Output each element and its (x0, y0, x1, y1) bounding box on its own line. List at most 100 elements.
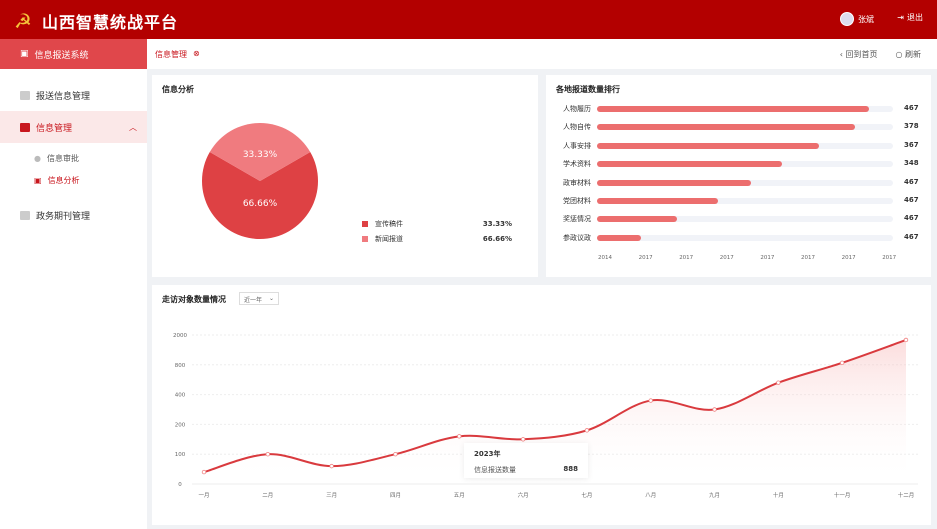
tooltip-label: 信息报送数量 (474, 466, 516, 474)
x-tick-label: 二月 (262, 492, 273, 499)
user-menu[interactable]: 张斌 (840, 12, 874, 26)
row-value: 378 (904, 122, 919, 131)
system-title[interactable]: ▣ 信息报送系统 (0, 39, 147, 69)
bar-track (597, 161, 893, 168)
line-card: 走访对象数量情况 近一年 ⌄ 0 100 200 400 800 2000 一月 二月 三月 四月 五… (152, 285, 931, 525)
logout-icon: ⇥ (897, 13, 904, 22)
pie-card: 信息分析 33.33% 66.66% 宣传稿件 33.33% 新闻报道 66.66% (152, 75, 538, 277)
row-value: 467 (904, 177, 919, 186)
data-point[interactable] (329, 463, 334, 469)
y-tick-label: 100 (175, 452, 186, 458)
data-point[interactable] (265, 451, 271, 457)
sidebar-item-label: 政务期刊管理 (36, 211, 91, 222)
row-label: 人物自传 (563, 123, 591, 132)
back-home-button[interactable]: ‹ 回到首页 (839, 50, 878, 59)
ranking-row: 学术资料 348 (546, 159, 931, 169)
row-label: 人物履历 (563, 105, 591, 113)
user-icon: ● (34, 153, 41, 163)
row-label: 参政议政 (563, 233, 591, 242)
ranking-row: 人事安排 367 (546, 141, 931, 151)
ranking-row: 党团材料 467 (546, 196, 931, 206)
data-point[interactable] (457, 434, 462, 439)
x-tick-label: 九月 (709, 491, 720, 499)
x-tick-label: 2017 (679, 255, 694, 261)
user-name: 张斌 (858, 14, 874, 24)
data-point[interactable] (201, 469, 207, 475)
x-tick-label: 2017 (760, 255, 775, 261)
sidebar-item-journal-management[interactable]: 政务期刊管理 (0, 199, 147, 231)
x-tick-label: 三月 (326, 492, 337, 499)
row-value: 467 (904, 232, 919, 241)
monitor-icon (20, 90, 30, 100)
refresh-label: 刷新 (905, 50, 921, 59)
x-tick-label: 一月 (198, 492, 209, 499)
close-icon[interactable]: ⊗ (193, 49, 200, 58)
data-point[interactable] (776, 380, 781, 385)
sidebar-subitem-analysis[interactable]: ▣ 信息分析 (0, 169, 147, 191)
chevron-up-icon: ︿ (129, 122, 137, 132)
avatar (840, 12, 854, 26)
tab-bar: 信息管理 ⊗ ‹ 回到首页 ○ 刷新 (147, 39, 937, 69)
tooltip-value: 888 (563, 465, 578, 473)
bar-track (597, 179, 893, 186)
card-title: 走访对象数量情况 (162, 295, 226, 304)
bar-fill (597, 198, 719, 204)
sidebar-item-label: 信息管理 (36, 123, 73, 134)
area-fill (204, 339, 906, 484)
y-tick-label: 400 (175, 393, 186, 399)
sidebar-subitem-approval[interactable]: ● 信息审批 (0, 147, 147, 169)
chevron-down-icon: ⌄ (268, 295, 274, 302)
data-point[interactable] (839, 360, 845, 366)
ranking-row: 参政议政 467 (546, 233, 931, 243)
bar-fill (597, 216, 677, 223)
period-select[interactable]: 近一年 ⌄ (239, 292, 279, 305)
x-tick-label: 四月 (390, 492, 401, 499)
x-tick-label: 2017 (841, 255, 856, 261)
sidebar-item-label: 信息分析 (47, 175, 80, 185)
app-title: 山西智慧统战平台 (42, 13, 179, 32)
legend-value: 33.33% (482, 220, 512, 228)
inbox-icon: ▣ (20, 49, 29, 59)
card-title: 各地报道数量排行 (556, 85, 620, 94)
party-emblem-icon: ☭ (14, 9, 32, 33)
data-point[interactable] (584, 428, 590, 433)
y-tick-label: 800 (175, 363, 186, 369)
y-tick-label: 200 (175, 422, 186, 428)
ranking-row: 人物自传 378 (546, 122, 931, 132)
sidebar-item-report-management[interactable]: 报送信息管理 (0, 79, 147, 111)
bar-fill (597, 234, 642, 241)
data-point[interactable] (712, 407, 717, 412)
bar-track (597, 142, 893, 149)
x-tick-label: 2014 (598, 255, 612, 261)
logout-button[interactable]: ⇥ 退出 (897, 12, 923, 23)
data-point[interactable] (520, 437, 526, 442)
legend-swatch (362, 221, 368, 227)
refresh-button[interactable]: ○ 刷新 (895, 50, 921, 59)
pie-slice-news (202, 152, 318, 239)
y-tick-label: 0 (178, 482, 182, 488)
top-header: ☭ 山西智慧统战平台 张斌 ⇥ 退出 (0, 0, 937, 39)
bar-track (597, 234, 893, 241)
data-point[interactable] (903, 337, 909, 343)
legend-value: 66.66% (482, 235, 512, 243)
back-home-label: 回到首页 (845, 50, 878, 59)
sidebar-item-label: 信息审批 (46, 153, 79, 163)
tab-info-management[interactable]: 信息管理 ⊗ (155, 49, 200, 60)
slice-label: 66.66% (243, 199, 278, 209)
ranking-row: 奖惩情况 467 (546, 214, 931, 224)
bar-track (597, 106, 893, 112)
ranking-row: 政审材料 467 (546, 178, 931, 188)
y-tick-label: 2000 (173, 333, 187, 339)
bar-fill (597, 161, 782, 168)
ranking-card: 各地报道数量排行 人物履历 467 人物自传 378 人事安排 367 学术资料 348 政审材… (546, 75, 931, 277)
sidebar-item-info-management[interactable]: 信息管理 ︿ (0, 111, 147, 143)
sidebar-item-label: 报送信息管理 (36, 91, 91, 102)
logout-label: 退出 (907, 13, 923, 22)
bar-track (597, 198, 893, 204)
pie-slice-publicity (209, 123, 311, 181)
legend-label: 新闻报道 (375, 235, 403, 243)
data-point[interactable] (393, 451, 398, 457)
line-chart: 0 100 200 400 800 2000 一月 二月 三月 四月 五月 六月 七月 八月 九月 十月 十一月… (173, 333, 918, 499)
card-title: 信息分析 (162, 85, 194, 94)
data-point[interactable] (648, 398, 653, 403)
